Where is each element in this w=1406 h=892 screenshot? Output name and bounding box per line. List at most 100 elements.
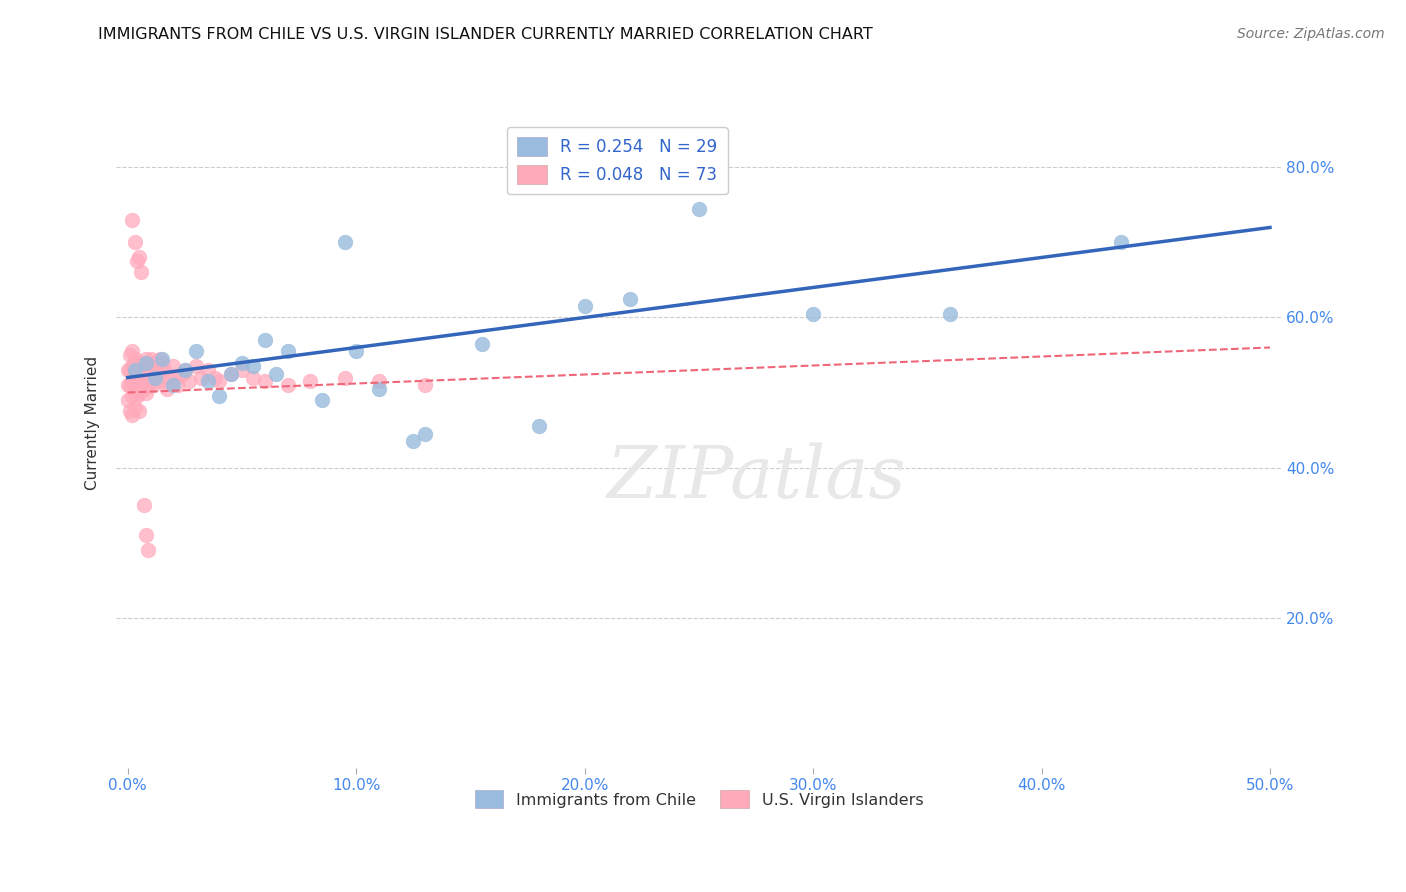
Point [219, 367, 242, 381]
Point [124, 401, 146, 415]
Point [131, 359, 153, 374]
Text: IMMIGRANTS FROM CHILE VS U.S. VIRGIN ISLANDER CURRENTLY MARRIED CORRELATION CHAR: IMMIGRANTS FROM CHILE VS U.S. VIRGIN ISL… [98, 27, 873, 42]
Point [162, 378, 184, 392]
Point [368, 374, 391, 388]
Point [157, 370, 180, 384]
Point [402, 434, 425, 449]
Point [333, 235, 356, 250]
Point [208, 389, 231, 403]
Point [368, 382, 391, 396]
Point [167, 378, 190, 392]
Point [155, 382, 177, 396]
Point [242, 359, 264, 374]
Point [121, 389, 143, 403]
Point [135, 528, 157, 542]
Point [619, 292, 641, 306]
Point [253, 374, 276, 388]
Point [527, 419, 550, 434]
Point [197, 374, 219, 388]
Point [121, 408, 143, 422]
Point [219, 367, 242, 381]
Point [135, 385, 157, 400]
Y-axis label: Currently Married: Currently Married [86, 355, 100, 490]
Point [125, 355, 148, 369]
Point [136, 378, 159, 392]
Point [118, 378, 141, 392]
Legend: Immigrants from Chile, U.S. Virgin Islanders: Immigrants from Chile, U.S. Virgin Islan… [468, 783, 929, 814]
Point [231, 355, 253, 369]
Point [333, 370, 356, 384]
Point [277, 344, 299, 359]
Point [208, 374, 231, 388]
Text: ZIPatlas: ZIPatlas [607, 442, 907, 513]
Point [143, 370, 166, 384]
Point [142, 359, 165, 374]
Point [139, 370, 162, 384]
Point [172, 367, 194, 381]
Point [253, 333, 276, 347]
Point [146, 363, 169, 377]
Point [143, 355, 166, 369]
Point [121, 344, 143, 359]
Point [149, 351, 172, 366]
Point [186, 344, 208, 359]
Point [142, 378, 165, 392]
Point [801, 307, 824, 321]
Point [471, 336, 494, 351]
Point [135, 351, 157, 366]
Point [344, 344, 367, 359]
Point [118, 404, 141, 418]
Point [121, 359, 143, 374]
Point [128, 370, 150, 384]
Point [128, 385, 150, 400]
Point [574, 299, 596, 313]
Point [124, 367, 146, 381]
Point [139, 351, 162, 366]
Point [136, 543, 159, 558]
Point [186, 359, 208, 374]
Point [124, 235, 146, 250]
Point [165, 370, 187, 384]
Point [118, 363, 141, 377]
Point [131, 378, 153, 392]
Point [162, 359, 184, 374]
Point [128, 355, 150, 369]
Point [242, 370, 264, 384]
Point [135, 367, 157, 381]
Point [153, 363, 176, 377]
Point [124, 363, 146, 377]
Point [264, 367, 287, 381]
Point [132, 363, 155, 377]
Point [128, 404, 150, 418]
Text: Source: ZipAtlas.com: Source: ZipAtlas.com [1237, 27, 1385, 41]
Point [413, 378, 436, 392]
Point [125, 254, 148, 268]
Point [277, 378, 299, 392]
Point [121, 374, 143, 388]
Point [688, 202, 710, 216]
Point [179, 374, 201, 388]
Point [132, 498, 155, 512]
Point [131, 265, 153, 279]
Point [197, 363, 219, 377]
Point [121, 213, 143, 227]
Point [231, 363, 253, 377]
Point [150, 355, 173, 369]
Point [136, 359, 159, 374]
Point [135, 355, 157, 369]
Point [173, 363, 195, 377]
Point [299, 374, 322, 388]
Point [117, 363, 139, 377]
Point [128, 251, 150, 265]
Point [413, 426, 436, 441]
Point [125, 389, 148, 403]
Point [204, 370, 226, 384]
Point [939, 307, 962, 321]
Point [124, 351, 146, 366]
Point [173, 363, 195, 377]
Point [124, 382, 146, 396]
Point [118, 348, 141, 362]
Point [132, 382, 155, 396]
Point [190, 370, 212, 384]
Point [125, 370, 148, 384]
